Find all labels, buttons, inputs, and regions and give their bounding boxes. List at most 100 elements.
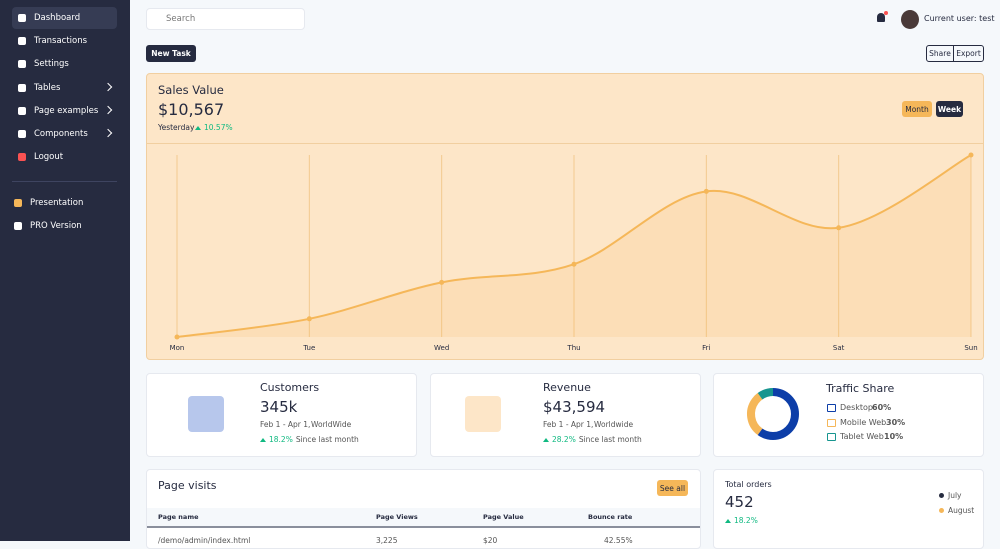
point <box>571 261 577 267</box>
active-highlight <box>12 7 117 29</box>
traffic-donut <box>747 388 799 440</box>
area <box>177 155 971 337</box>
button-label: Month <box>905 104 929 114</box>
nav-label: Presentation <box>30 198 84 208</box>
nav-item[interactable]: Components <box>12 123 117 145</box>
button-label: Export <box>956 49 981 58</box>
button-label: Week <box>937 104 962 114</box>
x-tick-label: Sat <box>833 344 845 352</box>
nav-label: Logout <box>34 152 64 162</box>
search-placeholder: Search <box>166 14 196 24</box>
card-change: 18.2% Since last month <box>260 435 359 444</box>
nav-label: Components <box>34 129 88 139</box>
sales-card <box>146 73 984 360</box>
legend-value: 60% <box>872 403 892 412</box>
orders-title: Total orders <box>725 480 772 489</box>
change-value: 10.57% <box>204 123 233 132</box>
change-note: Since last month <box>295 435 359 444</box>
traffic-card <box>713 373 984 457</box>
card-value: $43,594 <box>543 398 606 416</box>
card-region: Worldwide <box>594 420 634 429</box>
legend-icon <box>827 433 836 441</box>
sales-value: $10,567 <box>158 100 225 119</box>
nav-item[interactable]: Dashboard <box>12 7 117 29</box>
divider <box>12 181 117 182</box>
card-date: Feb 1 - Apr 1, <box>543 420 594 429</box>
column-header: Page name <box>158 513 199 521</box>
new-task-button[interactable]: New Task <box>146 45 196 62</box>
week-button[interactable]: Week <box>936 101 963 117</box>
nav-item[interactable]: Transactions <box>12 30 117 52</box>
button-label: See all <box>659 483 686 493</box>
point <box>439 279 445 285</box>
legend-label: Tablet Web <box>840 432 884 441</box>
column-header: Bounce rate <box>588 513 633 521</box>
x-tick-label: Tue <box>302 344 315 352</box>
legend-dot <box>939 493 944 498</box>
nav-item[interactable]: Presentation <box>8 192 113 214</box>
table-header <box>147 508 700 528</box>
x-tick-label: Wed <box>434 344 449 352</box>
point <box>174 334 180 340</box>
point <box>836 225 842 231</box>
orders-change: 18.2% <box>725 516 758 525</box>
nav-label: Transactions <box>34 36 88 46</box>
divider <box>147 143 983 144</box>
sales-chart: Mon Tue Wed Thu Fri Sat Sun <box>170 152 978 352</box>
orders-value: 452 <box>725 493 754 511</box>
sales-title: Sales Value <box>158 83 224 97</box>
nav-label: Dashboard <box>34 13 81 23</box>
up-arrow <box>543 438 549 442</box>
legend-icon <box>827 418 836 427</box>
nav-item[interactable]: Logout <box>12 146 117 168</box>
nav-label: Page examples <box>34 106 99 116</box>
nav-label: Settings <box>34 59 69 69</box>
legend-value: 30% <box>886 417 906 427</box>
legend-icon <box>827 404 836 412</box>
nav-label: Tables <box>34 83 61 93</box>
change-value: 18.2% <box>269 435 293 444</box>
card-change: 28.2% Since last month <box>543 435 642 444</box>
bell-icon[interactable] <box>877 13 885 22</box>
donut-segment <box>747 388 799 440</box>
up-arrow <box>260 438 266 442</box>
notification-dot <box>884 11 888 15</box>
customers-icon <box>188 396 224 432</box>
traffic-title: Traffic Share <box>826 382 895 395</box>
x-tick-label: Sun <box>964 344 977 352</box>
column-header: Page Views <box>376 513 418 521</box>
sales-period: Yesterday <box>158 123 195 132</box>
share-button[interactable]: Share <box>926 45 954 62</box>
change-note: Since last month <box>578 435 642 444</box>
change-value: 28.2% <box>552 435 576 444</box>
change-value: 18.2% <box>734 516 758 525</box>
avatar[interactable] <box>901 10 919 29</box>
card-title: Customers <box>260 381 320 394</box>
x-tick-label: Thu <box>566 344 580 352</box>
export-button[interactable]: Export <box>953 45 984 62</box>
point <box>968 152 974 158</box>
month-button[interactable]: Month <box>902 101 932 117</box>
card-date: Feb 1 - Apr 1, <box>260 420 311 429</box>
column-header: Page Value <box>483 513 524 521</box>
point <box>703 188 709 194</box>
legend-value: 10% <box>884 432 904 441</box>
see-all-button[interactable]: See all <box>657 480 688 496</box>
legend-label: Desktop <box>840 403 873 412</box>
card-title: Revenue <box>543 381 591 394</box>
nav-item[interactable]: PRO Version <box>8 215 113 237</box>
page-visits-title: Page visits <box>158 479 217 492</box>
nav-item[interactable]: Page examples <box>12 100 117 122</box>
legend-dot <box>939 508 944 513</box>
revenue-icon <box>465 396 501 432</box>
nav-item[interactable]: Tables <box>12 77 117 99</box>
legend-label: August <box>948 506 975 515</box>
nav-item[interactable]: Settings <box>12 53 117 75</box>
card-value: 345k <box>260 398 298 416</box>
legend-label: Mobile Web <box>840 417 887 427</box>
search-box[interactable]: Search <box>146 8 305 30</box>
x-tick-label: Mon <box>170 344 185 352</box>
donut-segment <box>747 388 799 440</box>
orders-card <box>713 469 984 549</box>
